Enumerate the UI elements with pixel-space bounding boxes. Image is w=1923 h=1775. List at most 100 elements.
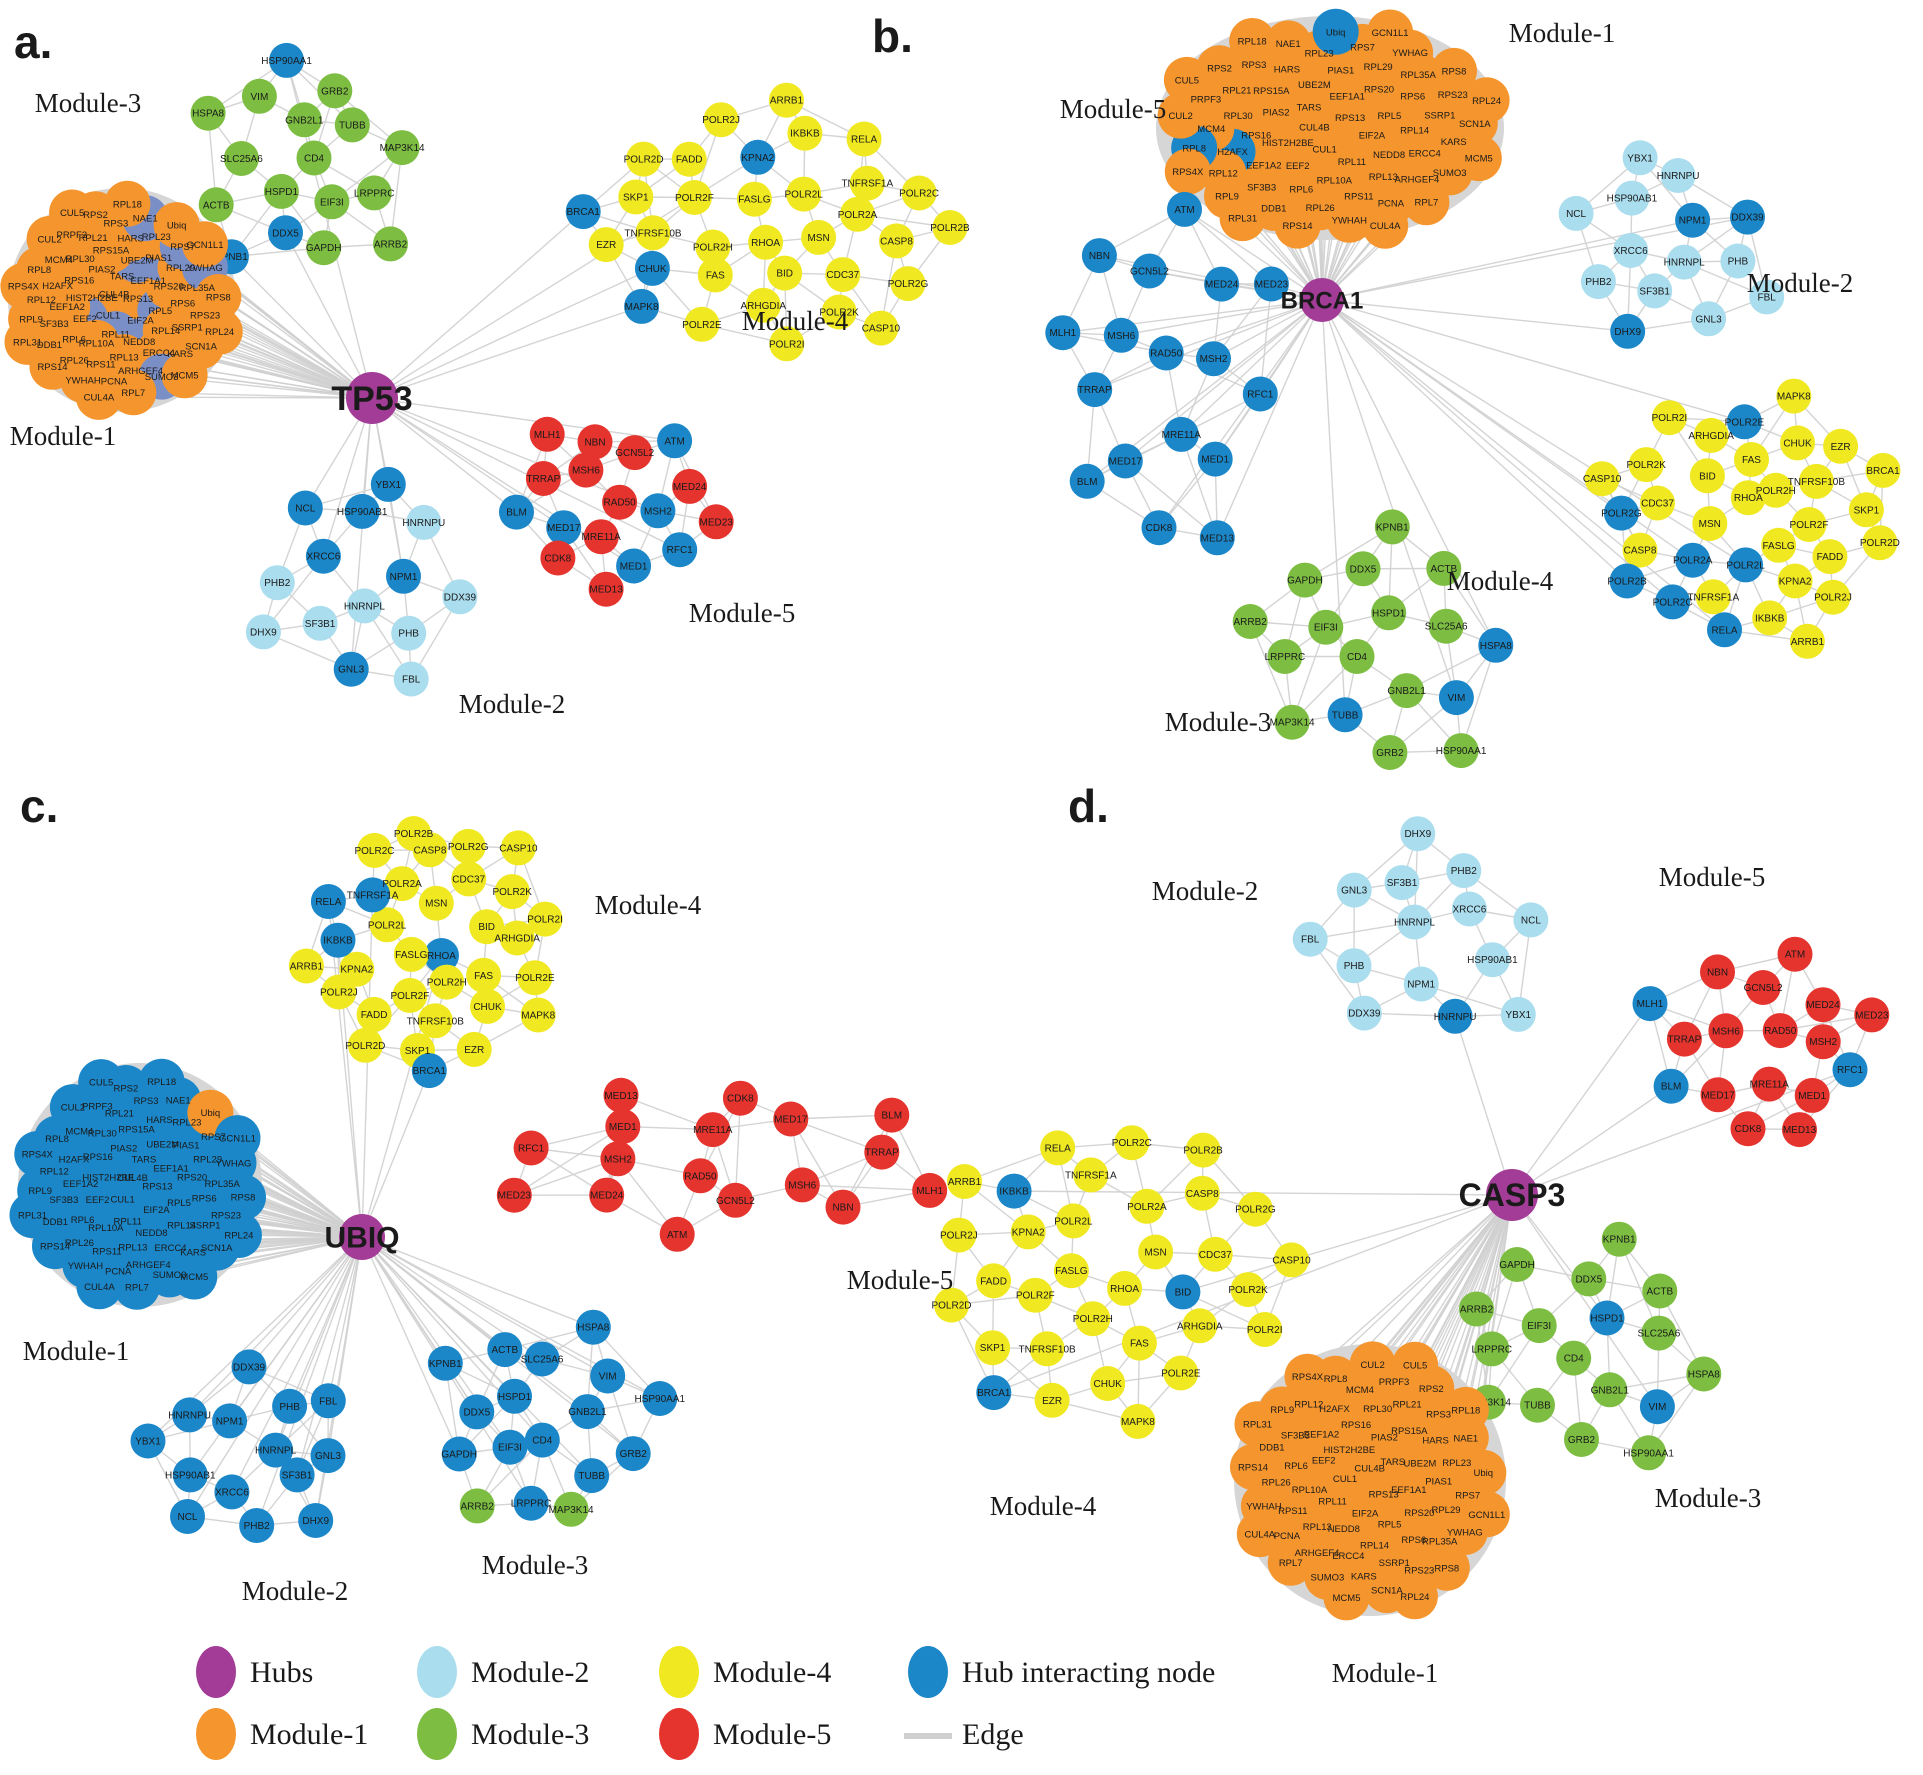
node-ARHGDIA[interactable] — [1693, 417, 1729, 453]
node-MCM5[interactable] — [161, 352, 208, 399]
node-RPS4X[interactable] — [1164, 148, 1211, 195]
node-ARRB1[interactable] — [288, 948, 324, 984]
node-Ubiq[interactable] — [1312, 8, 1359, 55]
node-RPL31[interactable] — [4, 318, 51, 365]
node-FAS[interactable] — [1121, 1325, 1157, 1361]
node-RPL24[interactable] — [1391, 1573, 1438, 1620]
node-ARHGDIA[interactable] — [1182, 1308, 1218, 1344]
node-MED17[interactable] — [1107, 443, 1143, 479]
node-RPL31[interactable] — [1234, 1401, 1281, 1448]
node-CASP8[interactable] — [1622, 532, 1658, 568]
node-KPNB1[interactable] — [1601, 1221, 1637, 1257]
node-RFC1[interactable] — [662, 532, 698, 568]
node-RPS4X[interactable] — [0, 263, 47, 309]
node-HSPA8[interactable] — [1478, 627, 1514, 663]
node-NPM1[interactable] — [212, 1403, 248, 1439]
node-ARRB1[interactable] — [947, 1164, 982, 1199]
node-CD4[interactable] — [1556, 1340, 1592, 1376]
node-FADD[interactable] — [1812, 539, 1848, 575]
node-RPS8[interactable] — [1423, 1544, 1470, 1591]
node-CUL5[interactable] — [78, 1059, 125, 1106]
node-MSN[interactable] — [1138, 1234, 1174, 1270]
node-HSP90AA1[interactable] — [1631, 1435, 1667, 1471]
node-TNFRSF1A[interactable] — [355, 877, 391, 913]
node-FASLG[interactable] — [1053, 1253, 1089, 1289]
node-CHUK[interactable] — [470, 988, 505, 1024]
node-RPS8[interactable] — [1431, 47, 1477, 94]
node-MSH2[interactable] — [1805, 1024, 1841, 1060]
node-MED23[interactable] — [1854, 997, 1890, 1033]
node-RHOA[interactable] — [424, 938, 459, 973]
node-POLR2F[interactable] — [392, 977, 428, 1013]
node-POLR2B[interactable] — [1185, 1132, 1221, 1168]
node-RPS4X[interactable] — [1284, 1353, 1331, 1400]
node-GCN5L2[interactable] — [717, 1182, 753, 1218]
node-CUL2[interactable] — [1349, 1341, 1396, 1388]
node-RPL18[interactable] — [1442, 1386, 1489, 1433]
node-EZR[interactable] — [1823, 428, 1859, 464]
node-NAE1[interactable] — [1265, 20, 1312, 67]
node-CDK8[interactable] — [722, 1080, 758, 1116]
node-POLR2E[interactable] — [517, 960, 553, 996]
node-RPS14[interactable] — [1230, 1444, 1276, 1490]
node-DDX5[interactable] — [268, 215, 303, 251]
hub-UBIQ[interactable] — [339, 1214, 385, 1260]
node-MCM5[interactable] — [1323, 1574, 1370, 1621]
node-TRRAP[interactable] — [1077, 372, 1113, 408]
node-POLR2B[interactable] — [1609, 563, 1645, 599]
node-MED1[interactable] — [605, 1109, 641, 1144]
node-RELA[interactable] — [1707, 612, 1742, 648]
node-EIF3I[interactable] — [492, 1429, 528, 1465]
node-YBX1[interactable] — [1622, 140, 1658, 176]
node-POLR2G[interactable] — [450, 828, 486, 864]
node-TNFRSF10B[interactable] — [635, 215, 671, 251]
node-POLR2J[interactable] — [321, 974, 357, 1010]
node-MED23[interactable] — [496, 1177, 532, 1213]
node-HNRNPL[interactable] — [1397, 904, 1432, 940]
node-RHOA[interactable] — [748, 224, 784, 260]
node-PHB[interactable] — [1336, 948, 1372, 984]
node-CD4[interactable] — [1339, 639, 1375, 674]
node-GNL3[interactable] — [310, 1438, 346, 1474]
node-MED17[interactable] — [773, 1101, 809, 1137]
node-HSPD1[interactable] — [1371, 595, 1407, 631]
node-IKBKB[interactable] — [996, 1173, 1032, 1209]
node-EIF3I[interactable] — [1521, 1308, 1557, 1344]
node-MLH1[interactable] — [912, 1172, 948, 1208]
node-MRE11A[interactable] — [695, 1112, 731, 1148]
node-FASLG[interactable] — [1761, 527, 1797, 563]
node-HSPA8[interactable] — [575, 1309, 611, 1345]
hub-TP53[interactable] — [346, 372, 398, 424]
node-SF3B1[interactable] — [1384, 865, 1420, 901]
node-MED24[interactable] — [589, 1177, 625, 1213]
node-POLR2B[interactable] — [932, 210, 968, 245]
node-DDX39[interactable] — [1730, 199, 1765, 235]
node-VIM[interactable] — [1639, 1389, 1675, 1425]
node-CUL4A[interactable] — [76, 1263, 123, 1310]
node-NCL[interactable] — [287, 490, 323, 526]
node-POLR2L[interactable] — [786, 176, 822, 212]
node-CASP10[interactable] — [863, 310, 899, 346]
node-RPL18[interactable] — [104, 180, 151, 227]
node-MAP3K14[interactable] — [553, 1491, 589, 1527]
node-RPL24[interactable] — [1463, 77, 1510, 124]
node-VIM[interactable] — [1438, 680, 1474, 716]
node-POLR2A[interactable] — [840, 196, 875, 232]
node-MED13[interactable] — [1782, 1112, 1817, 1148]
node-GNL3[interactable] — [1691, 301, 1727, 337]
node-POLR2G[interactable] — [1237, 1191, 1273, 1227]
node-NCL[interactable] — [1558, 195, 1594, 231]
node-MRE11A[interactable] — [583, 519, 619, 555]
node-CD4[interactable] — [524, 1422, 560, 1458]
node-MSN[interactable] — [801, 219, 837, 255]
node-DHX9[interactable] — [298, 1503, 334, 1538]
node-DHX9[interactable] — [1400, 816, 1436, 852]
node-POLR2F[interactable] — [1791, 507, 1827, 542]
node-KPNB1[interactable] — [427, 1345, 463, 1381]
node-DDX39[interactable] — [231, 1349, 267, 1385]
node-POLR2L[interactable] — [1728, 547, 1764, 583]
node-DDX39[interactable] — [1346, 995, 1382, 1031]
node-RPL18[interactable] — [1229, 18, 1276, 64]
node-POLR2J[interactable] — [1815, 579, 1851, 615]
node-MED13[interactable] — [1199, 520, 1235, 556]
